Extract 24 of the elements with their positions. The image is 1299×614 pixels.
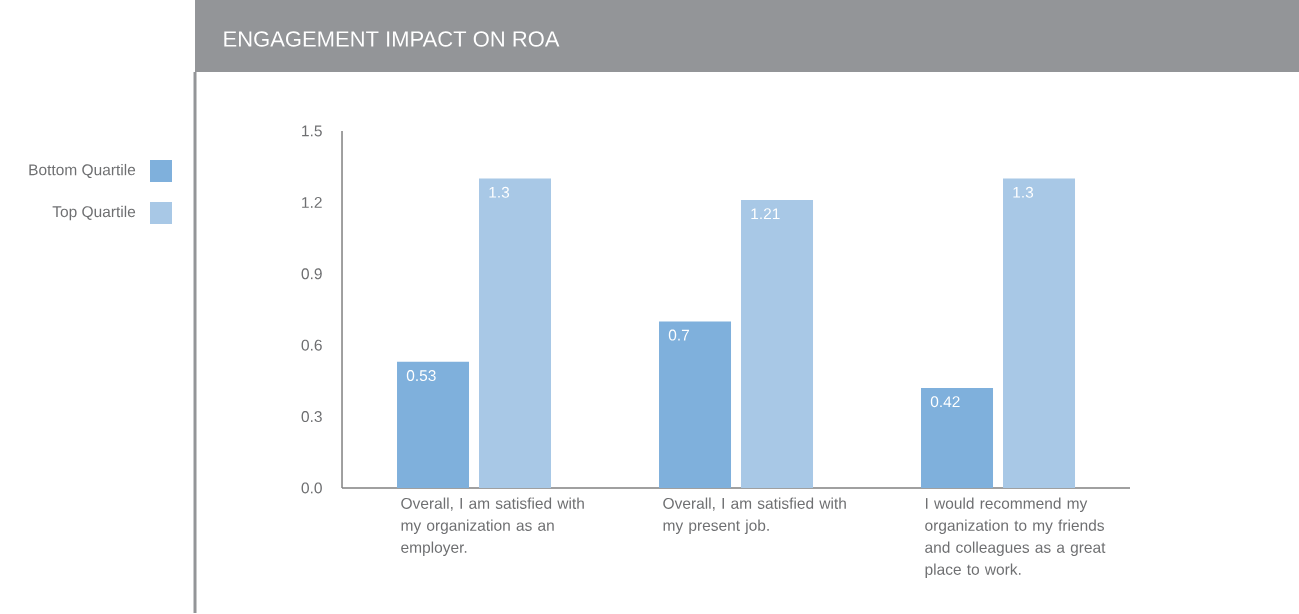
bar: [397, 361, 470, 488]
x-tick-label: Overall, I am satisfied with my present job.: [663, 497, 846, 534]
y-tick-label: 0.9: [301, 268, 322, 280]
y-tick-label: 0.3: [301, 410, 322, 422]
data-label: 0.53: [406, 369, 436, 381]
bar: [659, 321, 732, 488]
data-label: 1.21: [751, 207, 780, 219]
data-label: 0.42: [930, 396, 960, 407]
y-tick-label: 1.2: [302, 196, 322, 208]
legend-label: Bottom Quartile: [29, 163, 136, 178]
legend-label: Top Quartile: [52, 205, 136, 220]
y-tick-label: 0.0: [301, 482, 322, 494]
x-tick-label: I would recommend my organization to my friends and colleagues as a great place to work.: [925, 497, 1106, 578]
y-tick-label: 1.5: [302, 125, 322, 137]
bar: [479, 178, 552, 488]
data-label: 0.7: [668, 329, 689, 341]
data-label: 1.3: [489, 186, 510, 198]
bar: [1003, 178, 1076, 488]
x-tick-label: Overall, I am satisfied with my organization as an employer.: [401, 497, 584, 556]
chart-title: ENGAGEMENT IMPACT ON ROA: [224, 30, 560, 47]
y-tick-label: 0.6: [301, 339, 322, 351]
bar: [741, 199, 814, 488]
data-label: 1.3: [1013, 186, 1034, 198]
bar: [921, 387, 994, 488]
